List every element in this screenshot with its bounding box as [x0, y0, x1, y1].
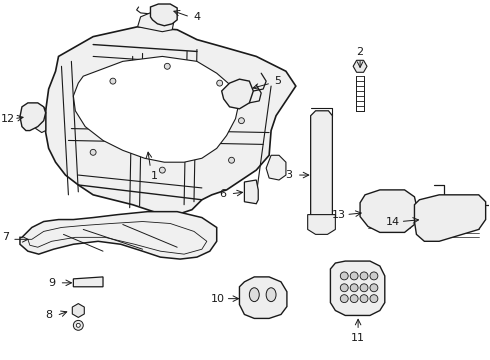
Ellipse shape	[266, 288, 276, 302]
Text: 10: 10	[211, 294, 225, 303]
Text: 7: 7	[2, 232, 10, 242]
Polygon shape	[308, 215, 335, 234]
Polygon shape	[138, 12, 174, 32]
Polygon shape	[240, 277, 287, 318]
Polygon shape	[360, 190, 417, 233]
Ellipse shape	[249, 288, 259, 302]
Polygon shape	[221, 79, 253, 109]
Polygon shape	[73, 303, 84, 318]
Polygon shape	[330, 261, 385, 315]
Polygon shape	[74, 277, 103, 287]
Polygon shape	[353, 60, 367, 72]
Text: 3: 3	[285, 170, 293, 180]
Circle shape	[370, 272, 378, 280]
Circle shape	[360, 284, 368, 292]
Text: 8: 8	[45, 310, 52, 320]
Circle shape	[110, 78, 116, 84]
Text: 12: 12	[1, 114, 15, 124]
Circle shape	[370, 295, 378, 303]
Circle shape	[360, 295, 368, 303]
Text: 14: 14	[386, 216, 400, 226]
Circle shape	[228, 157, 235, 163]
Polygon shape	[74, 57, 240, 162]
Circle shape	[74, 320, 83, 330]
Circle shape	[341, 272, 348, 280]
Circle shape	[164, 63, 170, 69]
Circle shape	[350, 272, 358, 280]
Polygon shape	[415, 195, 486, 241]
Polygon shape	[34, 106, 46, 132]
Text: 1: 1	[151, 171, 158, 181]
Circle shape	[350, 295, 358, 303]
Circle shape	[341, 295, 348, 303]
Circle shape	[159, 167, 165, 173]
Circle shape	[350, 284, 358, 292]
Text: 6: 6	[219, 189, 226, 199]
Polygon shape	[20, 212, 217, 259]
Text: 13: 13	[331, 210, 345, 220]
Text: 9: 9	[48, 278, 55, 288]
Text: 5: 5	[274, 76, 282, 86]
Text: 4: 4	[194, 12, 200, 22]
Polygon shape	[46, 27, 296, 215]
Circle shape	[217, 80, 222, 86]
Circle shape	[370, 284, 378, 292]
Polygon shape	[245, 180, 258, 204]
Circle shape	[239, 118, 245, 123]
Text: 2: 2	[357, 48, 364, 58]
Polygon shape	[266, 155, 286, 180]
Polygon shape	[20, 103, 46, 131]
Text: 11: 11	[351, 333, 365, 343]
Circle shape	[90, 149, 96, 155]
Polygon shape	[150, 4, 177, 26]
Polygon shape	[311, 111, 332, 222]
Circle shape	[76, 323, 80, 327]
Circle shape	[360, 272, 368, 280]
Circle shape	[341, 284, 348, 292]
